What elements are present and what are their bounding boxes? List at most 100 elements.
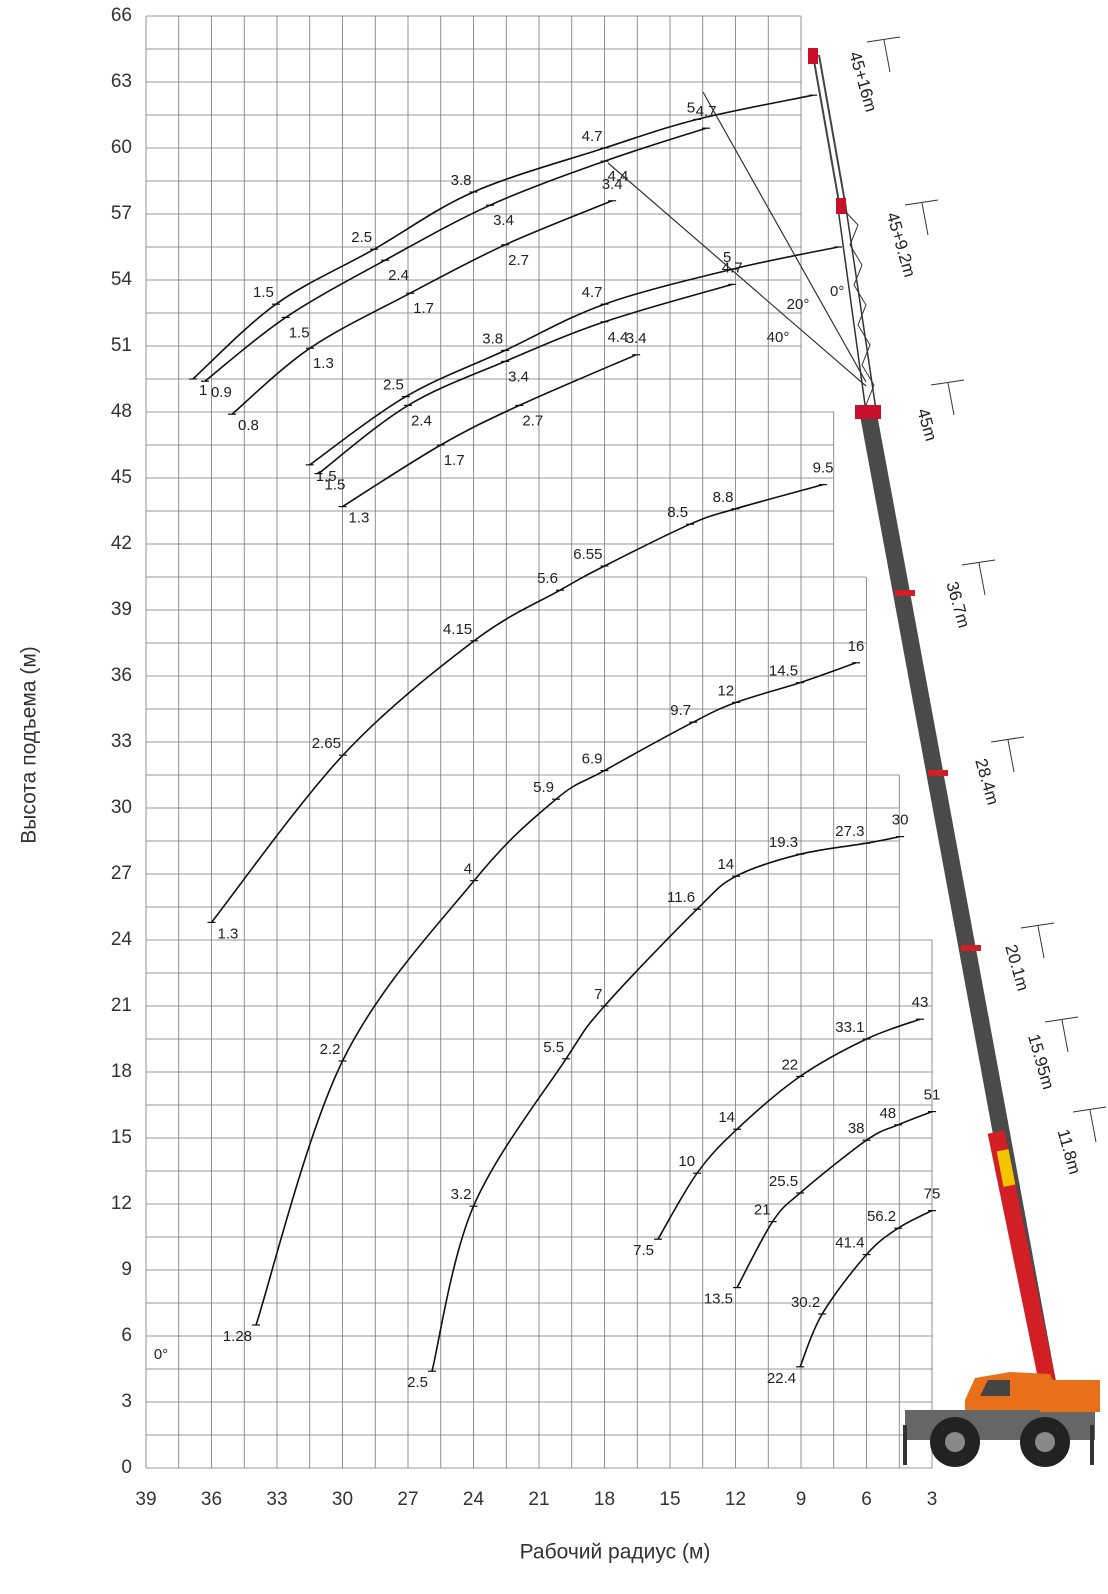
load-label: 14 [718,1109,735,1126]
load-label: 56.2 [867,1208,896,1225]
load-label: 4.7 [582,128,603,145]
load-label: 22 [781,1056,798,1073]
x-tick-label: 39 [135,1489,156,1510]
y-tick-label: 12 [111,1193,132,1214]
boom-joint [928,770,948,776]
load-label: 4.7 [722,259,743,276]
load-label: 14.5 [769,663,798,680]
jib-lattice [843,209,875,406]
y-tick-label: 15 [111,1127,132,1148]
y-tick-label: 63 [111,71,132,92]
boom-joint [961,945,981,951]
load-label: 6.55 [573,546,602,563]
load-label: 10 [678,1153,695,1170]
x-tick-label: 15 [659,1489,680,1510]
load-curve [342,354,637,508]
cab-window [980,1380,1010,1396]
dimension-line [990,736,1025,743]
load-label: 2.4 [411,412,432,429]
x-tick-label: 27 [397,1489,418,1510]
load-label: 2.5 [407,1374,428,1391]
y-tick-label: 48 [111,401,132,422]
load-label: 4.4 [608,329,629,346]
jib-joint [836,198,846,214]
load-curve [431,835,901,1372]
load-label: 48 [879,1105,896,1122]
angle-label: 40° [767,329,790,346]
boom-length-label: 36.7m [942,579,973,630]
load-label: 4.7 [582,284,603,301]
y-tick-label: 30 [111,797,132,818]
load-label: 1.5 [289,324,310,341]
load-label: 2.2 [320,1041,341,1058]
boom-length-label: 45m [913,406,940,443]
load-label: 1.28 [223,1328,252,1345]
dimension-line [1044,1016,1079,1023]
boom-head [855,405,881,419]
angle-label: 0° [154,1346,168,1363]
angle-label: 0° [830,283,844,300]
boom-length-label: 20.1m [1001,942,1032,993]
boom-joints [895,590,981,951]
boom-length-label: 28.4m [971,756,1002,807]
load-curve [799,1209,933,1368]
x-axis-title: Рабочий радиус (м) [520,1541,711,1564]
load-curve [309,246,839,466]
y-tick-label: 66 [111,5,132,26]
x-tick-label: 24 [463,1489,485,1510]
load-label: 11.6 [667,889,695,906]
offset-line [607,162,867,387]
load-label: 5.5 [543,1039,564,1056]
jib-tip [812,54,841,209]
load-label: 3.4 [493,212,514,229]
load-label: 30 [892,812,909,829]
load-label: 27.3 [835,823,864,840]
jib [837,207,867,413]
y-tick-label: 27 [111,863,132,884]
load-label: 4 [464,861,472,878]
x-tick-label: 18 [594,1489,615,1510]
load-label: 7 [594,986,602,1003]
load-label: 1.3 [349,510,370,527]
crane-drawing [607,48,1100,1467]
annotations: 45+16m45+9.2m45m36.7m28.4m20.1m15.95m11.… [154,36,1107,1363]
hub [1035,1432,1055,1452]
load-label: 9.5 [813,460,834,477]
y-tick-label: 57 [111,203,132,224]
dimension-line [1020,922,1055,929]
load-label: 22.4 [767,1370,796,1387]
jib-head [808,48,818,64]
dimension-line [921,202,929,236]
load-label: 41.4 [835,1235,864,1252]
x-tick-label: 21 [528,1489,549,1510]
x-tick-label: 36 [201,1489,222,1510]
y-tick-label: 45 [111,467,132,488]
dimension-line [866,36,901,43]
boom-length-label: 11.8m [1054,1127,1085,1176]
dimension-line [947,382,955,416]
load-label: 38 [848,1120,865,1137]
engine-cover [1040,1380,1100,1412]
load-label: 21 [754,1202,771,1219]
dimension-line [978,562,986,596]
load-label: 4.7 [696,103,717,120]
load-label: 8.8 [713,489,734,506]
curves: 22.430.241.456.27513.52125.53848517.5101… [188,94,941,1391]
boom-badge [996,1149,1016,1187]
load-curve [255,662,857,1326]
load-curve [657,1018,921,1240]
load-label: 3.8 [451,172,472,189]
load-label: 3.8 [482,330,503,347]
load-label: 19.3 [769,834,798,851]
load-label: 2.7 [522,412,543,429]
load-label: 43 [912,994,929,1011]
load-label: 13.5 [704,1291,733,1308]
load-label: 2.7 [508,252,529,269]
load-label: 3.4 [508,368,529,385]
x-tick-label: 12 [725,1489,746,1510]
dimension-line [961,559,996,566]
x-tick-label: 6 [861,1489,872,1510]
load-label: 51 [924,1087,941,1104]
